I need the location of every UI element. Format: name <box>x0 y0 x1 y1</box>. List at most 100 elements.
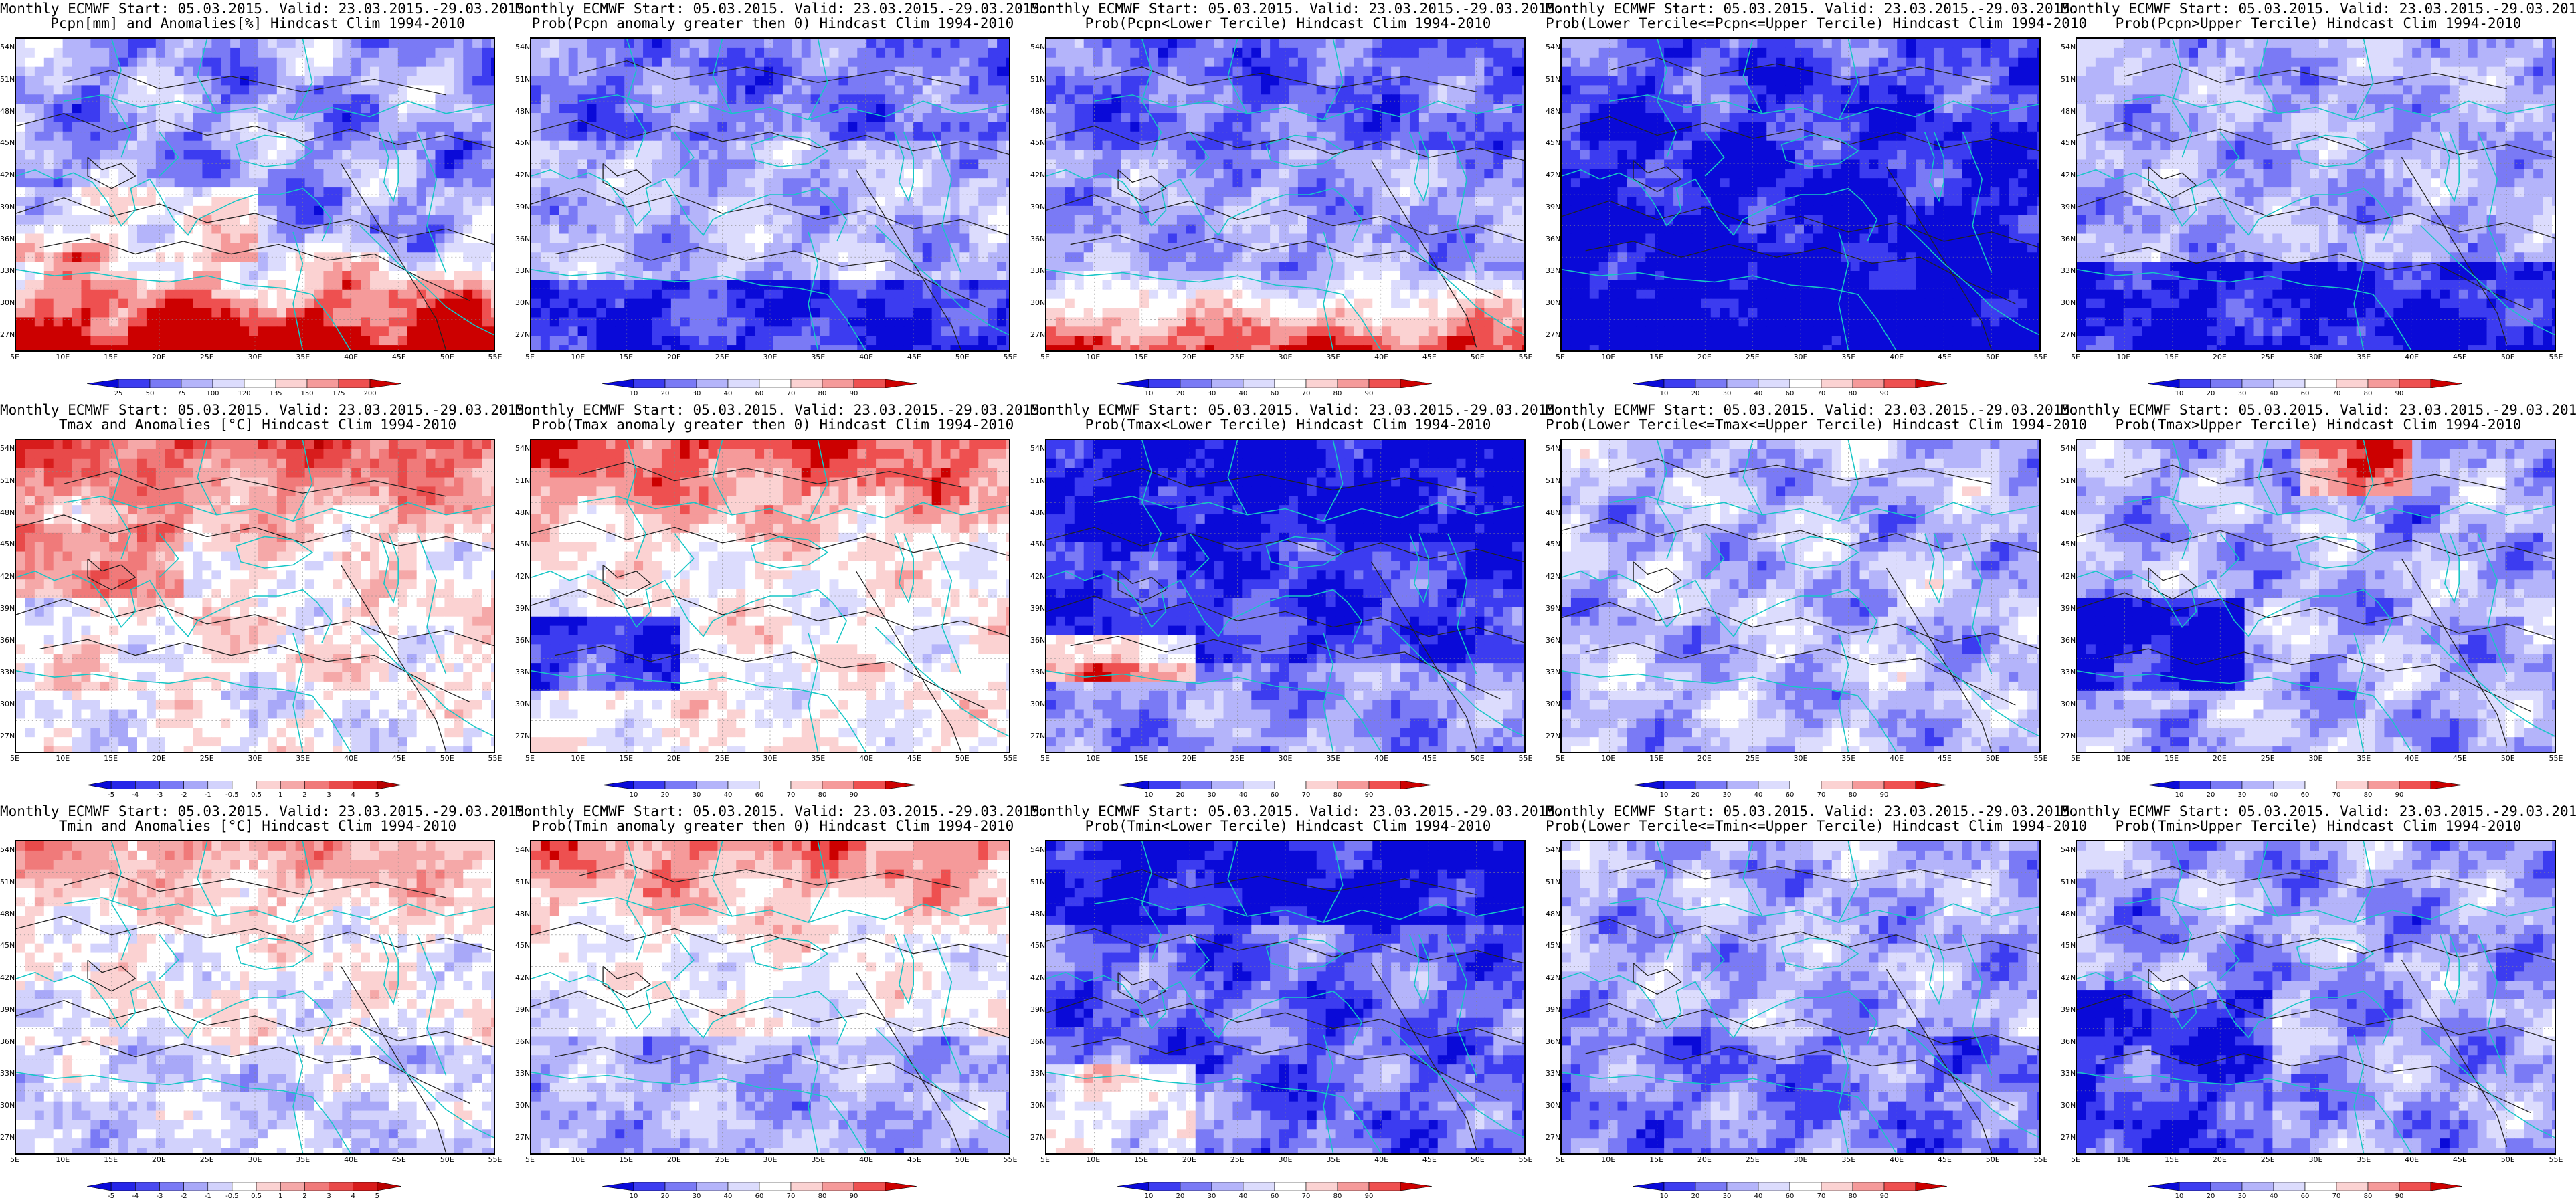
field-cell <box>1006 280 1009 290</box>
field-cell <box>342 178 352 188</box>
field-cell <box>764 150 774 161</box>
field-cell <box>146 196 157 207</box>
field-cell <box>1465 122 1476 132</box>
field-cell <box>559 317 569 327</box>
isoline <box>579 60 961 86</box>
field-cell <box>333 94 343 104</box>
field-cell <box>577 131 588 142</box>
field-cell <box>435 150 446 161</box>
field-cell <box>997 205 1007 216</box>
isoline <box>531 187 1009 236</box>
field-cell <box>388 224 399 235</box>
coastline <box>292 231 304 350</box>
field-cell <box>62 39 73 49</box>
field-cell <box>444 150 454 161</box>
field-cell <box>221 336 231 346</box>
field-cell <box>193 252 203 262</box>
field-cell <box>680 122 691 132</box>
field-cell <box>1167 94 1178 104</box>
field-cell <box>903 215 914 225</box>
field-cell <box>792 298 802 309</box>
field-cell <box>997 336 1007 346</box>
field-cell <box>286 94 296 104</box>
field-cell <box>463 104 473 114</box>
field-cell <box>903 76 914 86</box>
field-cell <box>1093 140 1103 151</box>
field-cell <box>1130 178 1140 188</box>
field-cell <box>118 289 128 300</box>
field-cell <box>100 159 110 169</box>
colorbar-tick-label: 120 <box>234 390 254 397</box>
field-cell <box>16 76 26 86</box>
field-cell <box>491 215 494 225</box>
field-cell <box>416 308 427 318</box>
field-cell <box>661 233 672 243</box>
field-cell <box>624 196 634 207</box>
field-cell <box>379 233 389 243</box>
field-cell <box>549 205 560 216</box>
field-cell <box>472 131 482 142</box>
field-cell <box>249 131 259 142</box>
field-cell <box>1167 187 1178 197</box>
field-cell <box>950 243 961 253</box>
field-cell <box>820 57 830 68</box>
field-cell <box>183 169 194 179</box>
field-cell <box>435 308 446 318</box>
field-cell <box>1484 47 1494 58</box>
field-cell <box>1288 47 1299 58</box>
field-cell <box>829 47 840 58</box>
field-cell <box>193 85 203 95</box>
field-cell <box>634 271 644 281</box>
field-cell <box>1409 196 1420 207</box>
field-cell <box>1270 85 1280 95</box>
field-cell <box>1484 215 1494 225</box>
field-cell <box>304 76 315 86</box>
field-cell <box>230 150 240 161</box>
field-cell <box>736 104 746 114</box>
field-cell <box>950 205 961 216</box>
field-cell <box>258 289 268 300</box>
field-cell <box>941 66 951 77</box>
field-cell <box>361 140 371 151</box>
field-cell <box>444 104 454 114</box>
field-cell <box>838 57 848 68</box>
field-cell <box>463 47 473 58</box>
field-cell <box>885 326 895 336</box>
field-cell <box>1465 150 1476 161</box>
field-cell <box>1428 215 1439 225</box>
field-cell <box>531 94 541 104</box>
field-cell <box>1465 76 1476 86</box>
field-cell <box>643 289 653 300</box>
field-cell <box>1484 150 1494 161</box>
field-cell <box>969 47 979 58</box>
field-cell <box>670 289 681 300</box>
field-cell <box>782 150 793 161</box>
field-cell <box>81 85 91 95</box>
field-cell <box>1363 224 1373 235</box>
field-cell <box>1475 122 1485 132</box>
field-cell <box>540 215 551 225</box>
field-cell <box>1307 205 1317 216</box>
field-cell <box>314 280 325 290</box>
field-cell <box>118 131 128 142</box>
field-cell <box>435 196 446 207</box>
field-cell <box>1074 187 1085 197</box>
field-cell <box>997 85 1007 95</box>
field-cell <box>426 66 436 77</box>
field-cell <box>1522 94 1524 104</box>
field-cell <box>820 169 830 179</box>
field-cell <box>491 94 494 104</box>
field-cell <box>801 196 812 207</box>
coastline <box>359 225 494 336</box>
field-cell <box>342 57 352 68</box>
field-cell <box>848 39 858 49</box>
field-cell <box>314 47 325 58</box>
field-cell <box>764 243 774 253</box>
field-cell <box>801 47 812 58</box>
field-cell <box>540 66 551 77</box>
field-cell <box>1325 178 1336 188</box>
field-cell <box>183 150 194 161</box>
field-cell <box>1130 262 1140 272</box>
field-cell <box>388 47 399 58</box>
field-cell <box>587 47 597 58</box>
